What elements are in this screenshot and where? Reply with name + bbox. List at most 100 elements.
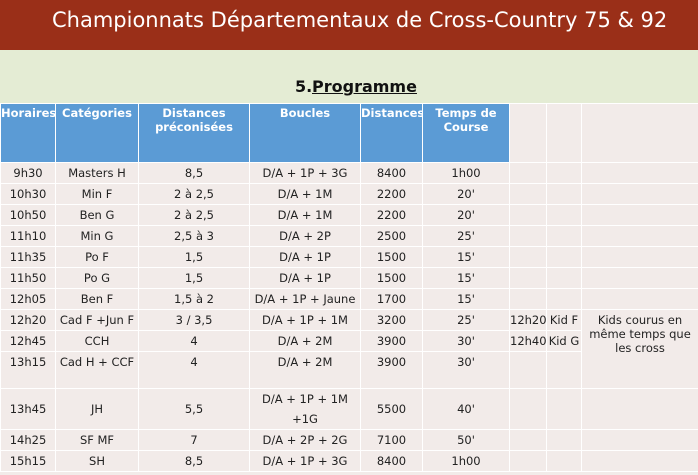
cell-empty <box>581 429 698 451</box>
cell-boucles: D/A + 1M <box>249 183 361 205</box>
cell-temps: 20' <box>422 183 510 205</box>
cell-distance: 8400 <box>360 162 423 184</box>
cell-horaire: 11h35 <box>0 246 56 268</box>
cell-horaire: 14h25 <box>0 429 56 451</box>
cell-distance: 2200 <box>360 183 423 205</box>
cell-temps: 50' <box>422 429 510 451</box>
cell-distance-preconisee: 4 <box>138 330 250 352</box>
header-row: Horaires Catégories Distances préconisée… <box>0 103 698 163</box>
cell-temps: 15' <box>422 288 510 310</box>
table-row: 11h35 Po F 1,5 D/A + 1P 1500 15' <box>0 246 698 268</box>
cell-empty <box>509 183 547 205</box>
cell-empty <box>509 288 547 310</box>
cell-categorie: JH <box>55 388 139 430</box>
table-row: 13h15 Cad H + CCF 4 D/A + 2M 3900 30' <box>0 351 698 389</box>
header-boucles: Boucles <box>249 103 361 163</box>
cell-distance-preconisee: 8,5 <box>138 450 250 472</box>
cell-categorie: Po F <box>55 246 139 268</box>
cell-distance-preconisee: 1,5 <box>138 246 250 268</box>
cell-empty <box>581 288 698 310</box>
cell-temps: 15' <box>422 246 510 268</box>
header-categories: Catégories <box>55 103 139 163</box>
cell-empty <box>509 204 547 226</box>
cell-empty <box>509 429 547 451</box>
cell-empty <box>546 267 582 289</box>
cell-boucles: D/A + 2M <box>249 330 361 352</box>
cell-boucles: D/A + 1P <box>249 267 361 289</box>
cell-horaire: 13h15 <box>0 351 56 389</box>
header-blank <box>509 103 547 163</box>
table-row: 11h50 Po G 1,5 D/A + 1P 1500 15' <box>0 267 698 289</box>
cell-horaire: 15h15 <box>0 450 56 472</box>
cell-boucles: D/A + 2P <box>249 225 361 247</box>
page-title: Championnats Départementaux de Cross-Cou… <box>52 8 668 32</box>
cell-categorie: Ben G <box>55 204 139 226</box>
cell-horaire: 12h05 <box>0 288 56 310</box>
kid-label: Kid F <box>546 309 582 331</box>
cell-temps: 1h00 <box>422 450 510 472</box>
cell-distance: 3200 <box>360 309 423 331</box>
kid-label: Kid G <box>546 330 582 352</box>
cell-categorie: Cad H + CCF <box>55 351 139 389</box>
cell-boucles: D/A + 2M <box>249 351 361 389</box>
cell-empty <box>509 450 547 472</box>
programme-table: Horaires Catégories Distances préconisée… <box>0 103 698 472</box>
cell-categorie: CCH <box>55 330 139 352</box>
cell-empty <box>546 429 582 451</box>
cell-empty <box>546 225 582 247</box>
header-distances: Distances <box>360 103 423 163</box>
cell-boucles: D/A + 1M <box>249 204 361 226</box>
cell-boucles: D/A + 1P + 3G <box>249 450 361 472</box>
cell-distance-preconisee: 2,5 à 3 <box>138 225 250 247</box>
table-row: 12h05 Ben F 1,5 à 2 D/A + 1P + Jaune 170… <box>0 288 698 310</box>
cell-distance-preconisee: 1,5 <box>138 267 250 289</box>
table-row: 15h15 SH 8,5 D/A + 1P + 3G 8400 1h00 <box>0 450 698 472</box>
cell-categorie: SH <box>55 450 139 472</box>
cell-empty <box>581 246 698 268</box>
cell-empty <box>546 288 582 310</box>
cell-horaire: 13h45 <box>0 388 56 430</box>
cell-horaire: 9h30 <box>0 162 56 184</box>
cell-distance: 2200 <box>360 204 423 226</box>
cell-empty <box>509 225 547 247</box>
kid-time: 12h40 <box>509 330 547 352</box>
cell-temps: 25' <box>422 309 510 331</box>
table-row: 11h10 Min G 2,5 à 3 D/A + 2P 2500 25' <box>0 225 698 247</box>
header-horaires: Horaires <box>0 103 56 163</box>
cell-temps: 40' <box>422 388 510 430</box>
cell-horaire: 10h50 <box>0 204 56 226</box>
cell-boucles: D/A + 2P + 2G <box>249 429 361 451</box>
cell-empty <box>581 388 698 430</box>
cell-empty <box>581 450 698 472</box>
cell-empty <box>546 183 582 205</box>
cell-empty <box>546 246 582 268</box>
cell-empty <box>581 162 698 184</box>
cell-horaire: 12h45 <box>0 330 56 352</box>
cell-distance: 1500 <box>360 246 423 268</box>
cell-boucles: D/A + 1P + Jaune <box>249 288 361 310</box>
cell-distance-preconisee: 5,5 <box>138 388 250 430</box>
table-row: 14h25 SF MF 7 D/A + 2P + 2G 7100 50' <box>0 429 698 451</box>
cell-horaire: 11h50 <box>0 267 56 289</box>
cell-distance-preconisee: 4 <box>138 351 250 389</box>
cell-empty <box>546 351 582 389</box>
cell-empty <box>546 162 582 184</box>
cell-temps: 25' <box>422 225 510 247</box>
table-row: 10h30 Min F 2 à 2,5 D/A + 1M 2200 20' <box>0 183 698 205</box>
cell-distance-preconisee: 3 / 3,5 <box>138 309 250 331</box>
kid-time: 12h20 <box>509 309 547 331</box>
cell-empty <box>509 246 547 268</box>
cell-horaire: 11h10 <box>0 225 56 247</box>
cell-temps: 30' <box>422 330 510 352</box>
cell-boucles: D/A + 1P + 3G <box>249 162 361 184</box>
cell-distance-preconisee: 2 à 2,5 <box>138 183 250 205</box>
cell-categorie: Min F <box>55 183 139 205</box>
cell-empty <box>546 450 582 472</box>
table-row: 12h45 CCH 4 D/A + 2M 3900 30' 12h40 Kid … <box>0 330 698 352</box>
cell-distance-preconisee: 7 <box>138 429 250 451</box>
cell-distance: 1500 <box>360 267 423 289</box>
cell-empty <box>581 183 698 205</box>
cell-empty <box>509 162 547 184</box>
cell-boucles: D/A + 1P + 1M <box>249 309 361 331</box>
kids-note: Kids courus en même temps que les cross <box>581 309 698 389</box>
